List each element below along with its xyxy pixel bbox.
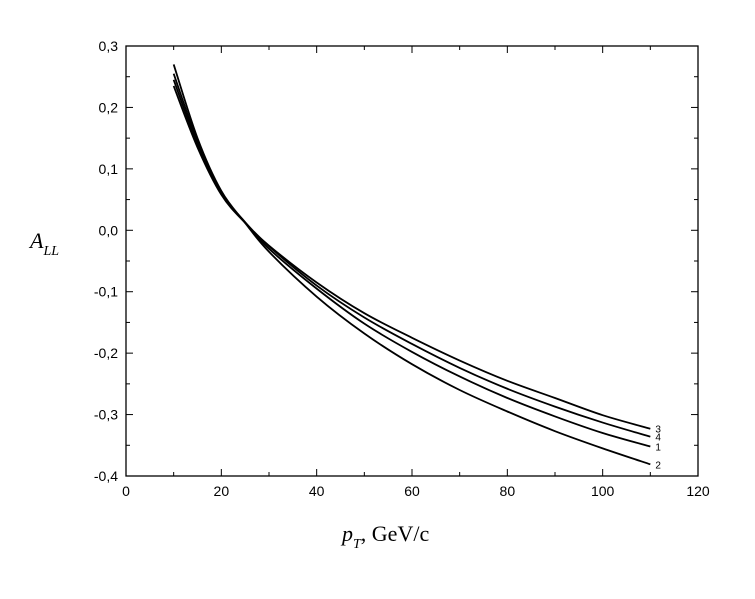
- x-tick-label: 120: [686, 483, 710, 499]
- y-tick-label: 0,3: [99, 38, 119, 54]
- y-tick-label: -0,1: [94, 284, 118, 300]
- y-axis-ticks: 0,3 0,2 0,1 0,0 -0,1 -0,2 -0,3 -0,4: [94, 38, 698, 484]
- y-tick-label: -0,2: [94, 345, 118, 361]
- series-label-4: 4: [655, 433, 661, 444]
- series-line-1: [172, 73, 651, 448]
- x-tick-label: 60: [404, 483, 420, 499]
- series-line-4: [172, 79, 651, 438]
- x-tick-label: 100: [591, 483, 615, 499]
- plot-frame: [125, 45, 699, 477]
- x-tick-label: 20: [214, 483, 230, 499]
- x-axis-title-main: p: [340, 521, 353, 546]
- x-tick-label: 40: [309, 483, 325, 499]
- series-label-1: 1: [655, 443, 661, 454]
- x-axis-title-suffix: , GeV/c: [361, 521, 430, 546]
- x-axis-ticks: 0 20 40 60 80 100 120: [122, 46, 710, 499]
- series-line-3: [172, 85, 651, 430]
- series-label-3: 3: [655, 425, 661, 436]
- y-tick-label: 0,2: [99, 99, 119, 115]
- series-label-2: 2: [655, 460, 661, 471]
- x-tick-label: 0: [122, 483, 130, 499]
- x-tick-label: 80: [500, 483, 516, 499]
- y-tick-label: -0,3: [94, 407, 118, 423]
- x-axis-title-sub: T: [353, 537, 362, 552]
- series-group: 341 2: [172, 64, 661, 471]
- x-axis-title: pT, GeV/c: [340, 521, 429, 552]
- y-tick-label: 0,0: [99, 222, 119, 238]
- y-tick-label: -0,4: [94, 468, 118, 484]
- series-line-2: [172, 64, 651, 466]
- y-axis-title-sub: LL: [42, 244, 59, 259]
- y-axis-title: ALL: [28, 228, 59, 259]
- y-axis-title-main: A: [28, 228, 44, 253]
- y-tick-label: 0,1: [99, 161, 119, 177]
